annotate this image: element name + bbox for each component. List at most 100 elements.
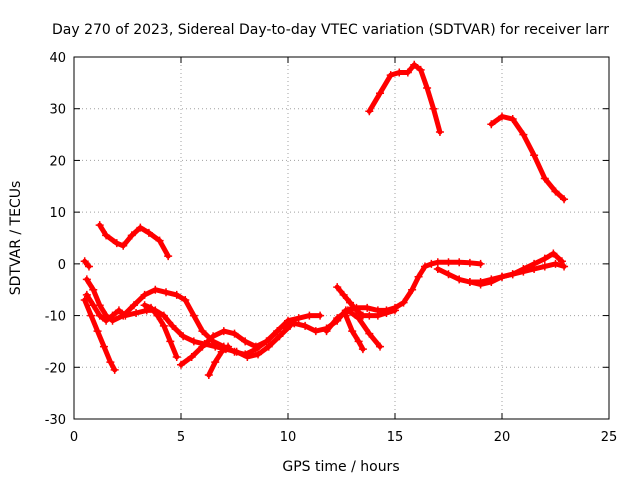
data-point-marker — [519, 265, 528, 274]
data-point-marker — [144, 228, 153, 237]
data-point-marker — [241, 337, 250, 346]
x-axis-label: GPS time / hours — [282, 459, 399, 475]
data-point-marker — [211, 358, 220, 367]
data-point-marker — [172, 290, 181, 299]
series-arc-7 — [178, 328, 280, 368]
data-point-marker — [211, 342, 220, 351]
data-point-marker — [365, 311, 374, 320]
data-point-marker — [294, 314, 303, 323]
data-point-marker — [530, 259, 539, 268]
data-point-marker — [224, 342, 233, 351]
data-point-marker — [217, 347, 226, 356]
data-point-marker — [273, 327, 282, 336]
data-point-marker — [232, 347, 241, 356]
data-point-marker — [333, 314, 342, 323]
data-point-marker — [365, 107, 374, 116]
data-point-marker — [519, 130, 528, 139]
data-point-marker — [279, 321, 288, 330]
data-point-marker — [262, 337, 271, 346]
data-point-marker — [408, 285, 417, 294]
data-point-marker — [179, 332, 188, 341]
y-tick-label: 0 — [58, 258, 66, 273]
data-point-marker — [140, 301, 149, 310]
data-point-marker — [181, 296, 190, 305]
data-point-marker — [557, 257, 566, 266]
data-point-marker — [95, 221, 104, 230]
series-arc-12 — [343, 313, 366, 352]
x-tick-label: 20 — [494, 430, 511, 445]
data-point-marker — [333, 283, 342, 292]
data-point-marker — [508, 115, 517, 124]
data-point-marker — [127, 231, 136, 240]
data-point-marker — [414, 272, 423, 281]
data-series — [80, 60, 569, 380]
data-point-marker — [198, 342, 207, 351]
data-point-marker — [487, 120, 496, 129]
data-point-marker — [187, 352, 196, 361]
chart-title: Day 270 of 2023, Sidereal Day-to-day VTE… — [52, 22, 609, 38]
data-point-marker — [166, 337, 175, 346]
data-point-marker — [95, 311, 104, 320]
data-point-marker — [540, 262, 549, 271]
x-tick-label: 15 — [387, 430, 404, 445]
data-point-marker — [108, 311, 117, 320]
y-tick-label: -30 — [45, 413, 66, 428]
x-tick-label: 0 — [70, 430, 78, 445]
data-point-marker — [348, 327, 357, 336]
x-tick-label: 5 — [177, 430, 185, 445]
data-point-marker — [264, 342, 273, 351]
data-point-marker — [487, 277, 496, 286]
data-point-marker — [301, 321, 310, 330]
data-point-marker — [230, 329, 239, 338]
data-point-marker — [399, 298, 408, 307]
data-point-marker — [102, 316, 111, 325]
data-point-marker — [343, 306, 352, 315]
data-point-marker — [311, 327, 320, 336]
y-tick-label: -10 — [45, 310, 66, 325]
data-point-marker — [376, 89, 385, 98]
data-point-marker — [251, 342, 260, 351]
data-point-marker — [373, 311, 382, 320]
data-point-marker — [102, 231, 111, 240]
series-arc-9 — [281, 259, 484, 334]
data-point-marker — [164, 252, 173, 261]
data-point-marker — [391, 306, 399, 315]
data-point-marker — [119, 241, 128, 250]
data-point-marker — [423, 84, 432, 93]
data-point-marker — [106, 358, 115, 367]
data-point-marker — [420, 262, 429, 271]
data-point-marker — [322, 327, 331, 336]
series-arc-8 — [206, 344, 231, 378]
series-arc-15 — [366, 62, 443, 135]
series-arc-10 — [324, 307, 383, 350]
data-point-marker — [155, 236, 164, 245]
data-point-marker — [444, 258, 453, 267]
axis-ticks: 0 5 10 15 20 25 -30 -20 -10 0 10 20 30 40 — [45, 51, 618, 445]
data-point-marker — [403, 68, 412, 77]
data-point-marker — [540, 254, 549, 263]
data-point-marker — [455, 258, 464, 267]
data-point-marker — [476, 259, 485, 268]
data-point-marker — [410, 60, 419, 69]
data-point-marker — [132, 308, 141, 317]
data-point-marker — [560, 195, 569, 204]
data-point-marker — [382, 308, 391, 317]
y-tick-label: 30 — [49, 103, 66, 118]
data-point-marker — [530, 151, 539, 160]
x-tick-label: 10 — [280, 430, 297, 445]
data-point-marker — [376, 342, 385, 351]
data-point-marker — [219, 327, 228, 336]
series-arc-14 — [467, 251, 565, 287]
data-point-marker — [189, 337, 198, 346]
data-point-marker — [444, 270, 453, 279]
data-point-marker — [560, 262, 569, 271]
data-point-marker — [540, 174, 549, 183]
data-point-marker — [354, 337, 363, 346]
data-point-marker — [498, 112, 506, 121]
data-point-marker — [346, 298, 355, 307]
data-point-marker — [254, 350, 263, 359]
data-point-marker — [159, 321, 168, 330]
data-point-marker — [551, 259, 560, 268]
data-point-marker — [80, 257, 89, 266]
